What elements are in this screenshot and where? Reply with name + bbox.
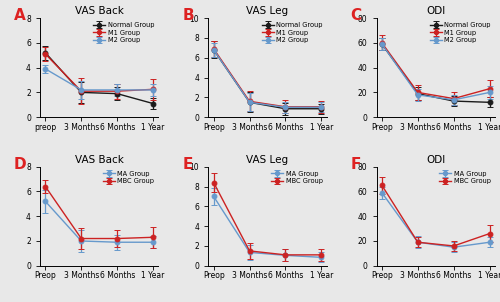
Legend: Normal Group, M1 Group, M2 Group: Normal Group, M1 Group, M2 Group: [261, 21, 324, 44]
Legend: MA Group, MBC Group: MA Group, MBC Group: [270, 170, 324, 185]
Text: C: C: [350, 8, 362, 23]
Text: E: E: [182, 157, 192, 172]
Title: VAS Leg: VAS Leg: [246, 6, 288, 16]
Legend: Normal Group, M1 Group, M2 Group: Normal Group, M1 Group, M2 Group: [429, 21, 492, 44]
Text: B: B: [182, 8, 194, 23]
Title: VAS Back: VAS Back: [75, 155, 124, 165]
Legend: MA Group, MBC Group: MA Group, MBC Group: [102, 170, 155, 185]
Text: F: F: [350, 157, 361, 172]
Text: A: A: [14, 8, 26, 23]
Title: ODI: ODI: [426, 6, 446, 16]
Legend: Normal Group, M1 Group, M2 Group: Normal Group, M1 Group, M2 Group: [92, 21, 155, 44]
Title: ODI: ODI: [426, 155, 446, 165]
Text: D: D: [14, 157, 26, 172]
Legend: MA Group, MBC Group: MA Group, MBC Group: [438, 170, 492, 185]
Title: VAS Leg: VAS Leg: [246, 155, 288, 165]
Title: VAS Back: VAS Back: [75, 6, 124, 16]
